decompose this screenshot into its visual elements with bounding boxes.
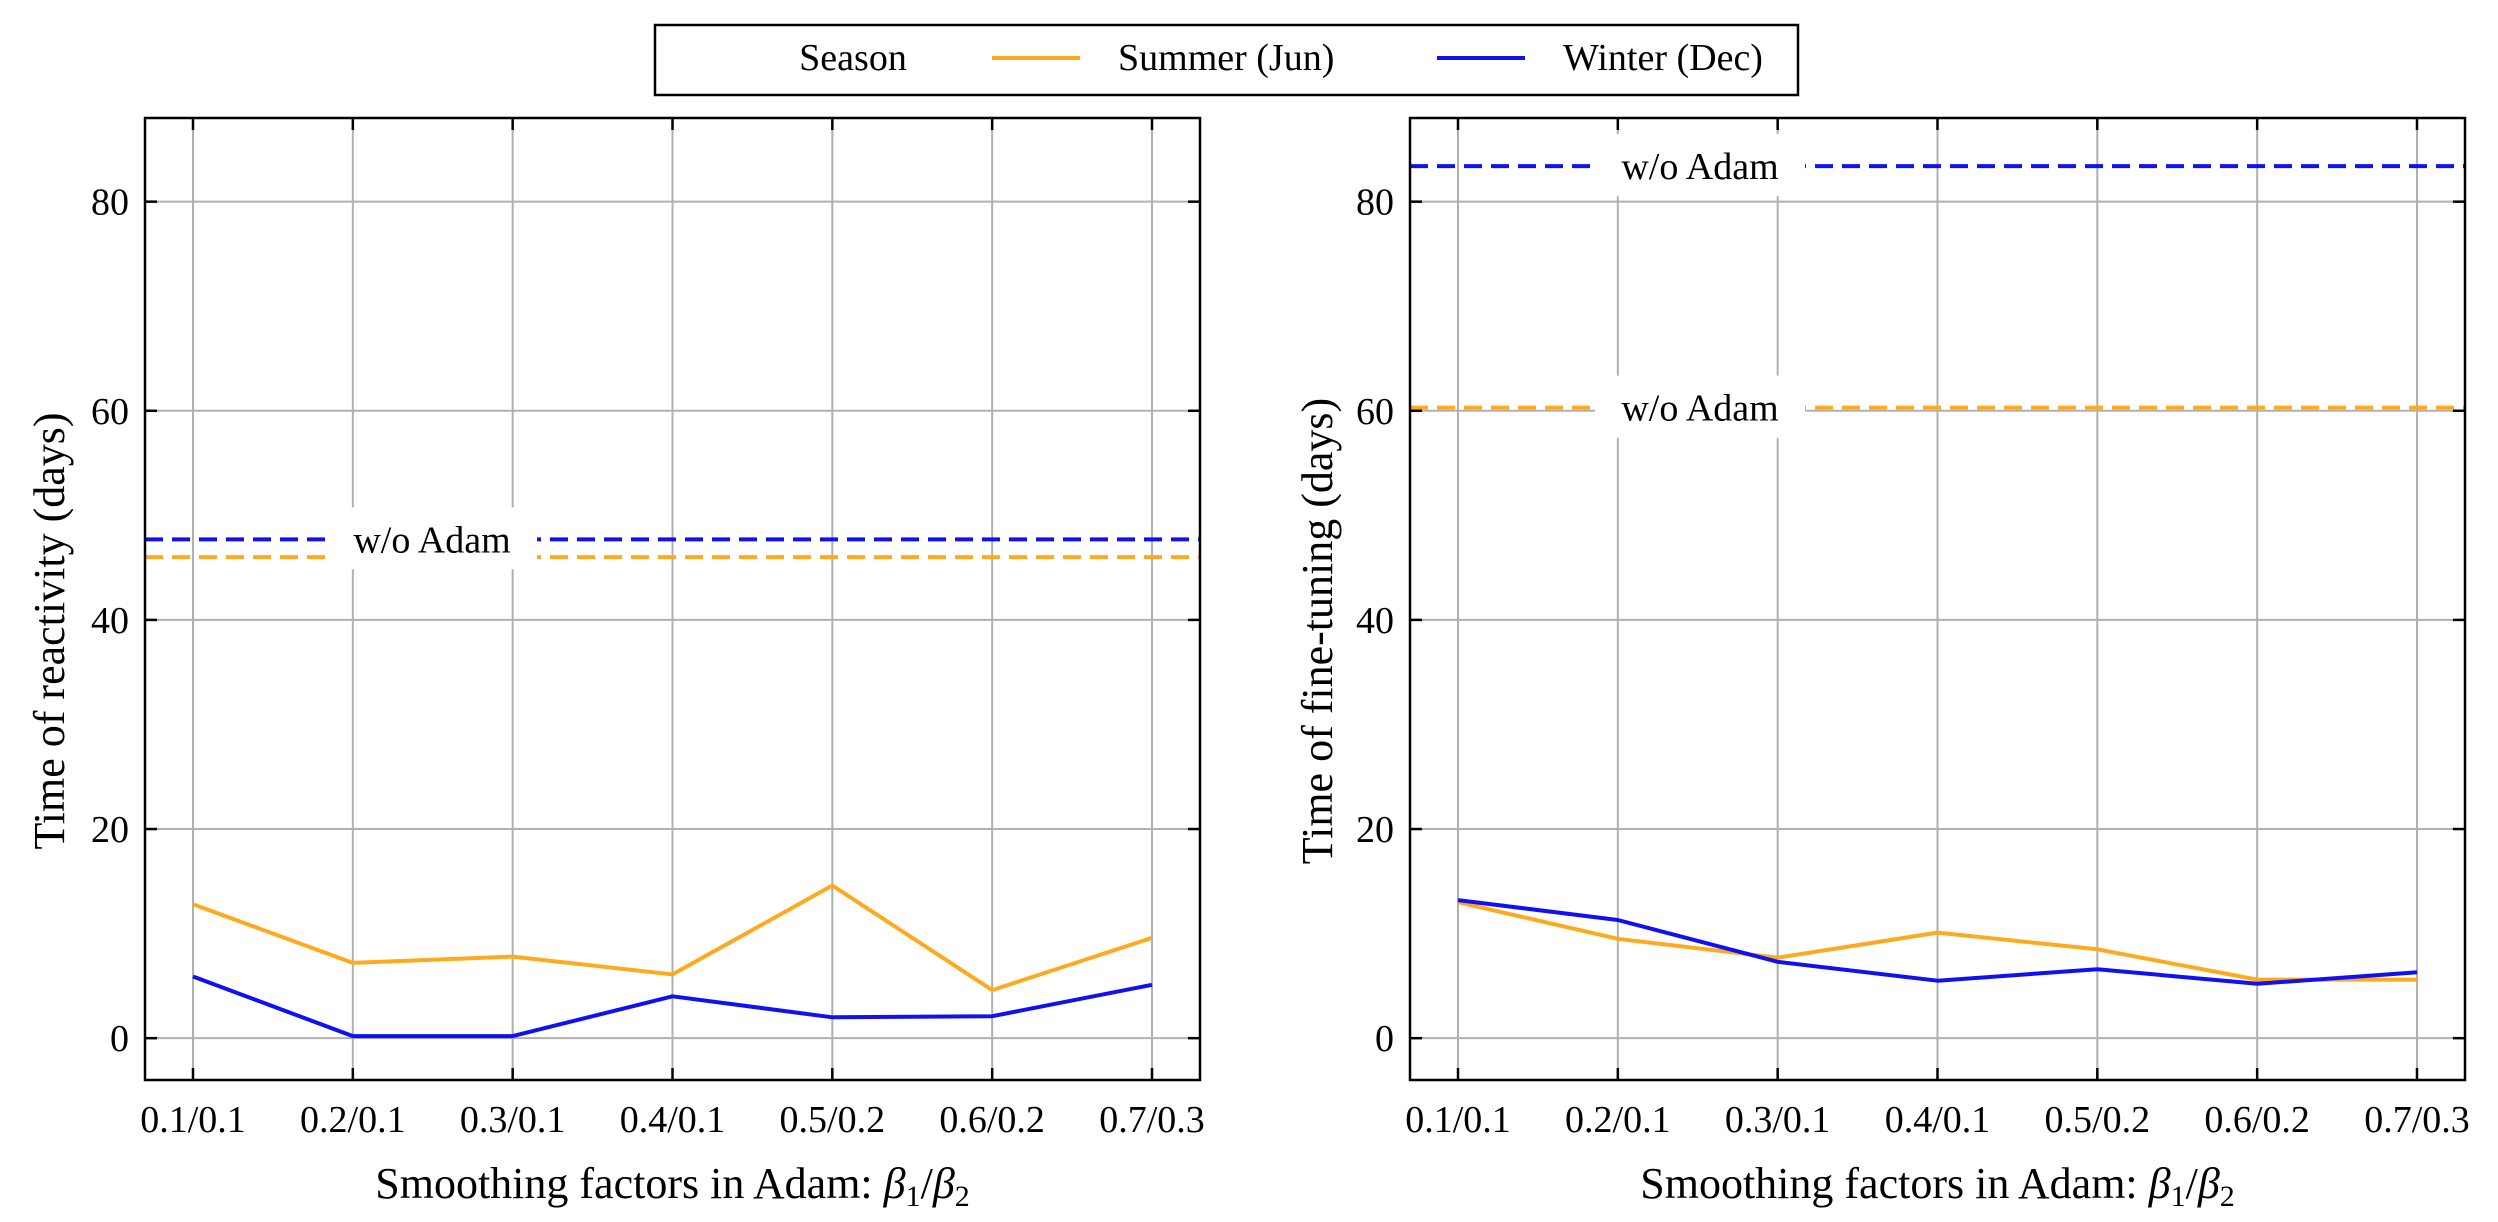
x-tick-label: 0.1/0.1 xyxy=(140,1099,246,1141)
axis-ticks xyxy=(145,118,1200,1080)
annotation-label: w/o Adam xyxy=(1621,146,1778,188)
beta-slash: / xyxy=(2186,1159,2199,1208)
y-tick-label: 20 xyxy=(91,809,129,851)
legend-label-summer: Summer (Jun) xyxy=(1118,37,1334,79)
gridlines xyxy=(1410,118,2465,1080)
y-tick-label: 40 xyxy=(91,600,129,642)
beta-1-subscript: 1 xyxy=(2171,1180,2186,1213)
annotation-box xyxy=(327,507,537,570)
beta-2-subscript: 2 xyxy=(955,1180,970,1213)
y-tick-label: 40 xyxy=(1356,600,1394,642)
beta-2-subscript: 2 xyxy=(2220,1180,2235,1213)
beta-1-symbol: β xyxy=(883,1159,906,1208)
y-tick-labels: 0 20 40 60 80 xyxy=(91,182,129,1061)
x-tick-label: 0.6/0.2 xyxy=(939,1099,1045,1141)
y-tick-label: 20 xyxy=(1356,809,1394,851)
annotation-box xyxy=(1595,375,1805,438)
x-tick-label: 0.2/0.1 xyxy=(1565,1099,1671,1141)
beta-1-subscript: 1 xyxy=(906,1180,921,1213)
x-axis-title-text: Smoothing factors in Adam: xyxy=(1640,1159,2148,1208)
x-tick-label: 0.5/0.2 xyxy=(2045,1099,2151,1141)
y-tick-label: 60 xyxy=(91,391,129,433)
y-tick-label: 0 xyxy=(1375,1018,1394,1060)
legend-title: Season xyxy=(799,37,907,79)
y-tick-labels: 0 20 40 60 80 xyxy=(1356,182,1394,1061)
annotation-label: w/o Adam xyxy=(1621,388,1778,430)
legend-label-winter: Winter (Dec) xyxy=(1563,37,1763,79)
legend: Season Summer (Jun) Winter (Dec) xyxy=(653,23,1800,97)
x-tick-label: 0.4/0.1 xyxy=(1885,1099,1991,1141)
x-axis-title: Smoothing factors in Adam: β1/β2 xyxy=(375,1159,969,1213)
reference-lines xyxy=(1410,164,2465,410)
y-tick-label: 60 xyxy=(1356,391,1394,433)
data-series xyxy=(1457,898,2418,986)
x-tick-label: 0.4/0.1 xyxy=(620,1099,726,1141)
x-tick-labels: 0.1/0.1 0.2/0.1 0.3/0.1 0.4/0.1 0.5/0.2 0.6/0… xyxy=(140,1099,1205,1141)
x-tick-label: 0.3/0.1 xyxy=(1725,1099,1831,1141)
annotation-label: w/o Adam xyxy=(353,519,510,561)
annotation-box xyxy=(1595,134,1805,197)
x-tick-label: 0.5/0.2 xyxy=(780,1099,886,1141)
x-axis-title-text: Smoothing factors in Adam: xyxy=(375,1159,883,1208)
x-tick-label: 0.3/0.1 xyxy=(460,1099,566,1141)
x-tick-label: 0.1/0.1 xyxy=(1405,1099,1511,1141)
data-series xyxy=(192,883,1153,1039)
x-tick-label: 0.6/0.2 xyxy=(2204,1099,2310,1141)
y-tick-label: 0 xyxy=(110,1018,129,1060)
y-tick-label: 80 xyxy=(1356,182,1394,224)
x-axis-title: Smoothing factors in Adam: β1/β2 xyxy=(1640,1159,2234,1213)
gridlines xyxy=(145,118,1200,1080)
beta-2-symbol: β xyxy=(2197,1159,2220,1208)
annotations: w/o Adam xyxy=(327,507,537,570)
y-tick-label: 80 xyxy=(91,182,129,224)
chart-reactivity: w/o Adam 0 20 40 60 80 0.1/0.1 0.2/0.1 0.3/0.1… xyxy=(25,116,1205,1213)
y-axis-title: Time of reactivity (days) xyxy=(25,412,74,849)
y-axis-title: Time of fine-tuning (days) xyxy=(1293,398,1342,864)
x-tick-labels: 0.1/0.1 0.2/0.1 0.3/0.1 0.4/0.1 0.5/0.2 0.6/0… xyxy=(1405,1099,2470,1141)
reference-lines xyxy=(145,537,1200,560)
x-tick-label: 0.7/0.3 xyxy=(2364,1099,2470,1141)
beta-1-symbol: β xyxy=(2148,1159,2171,1208)
legend-frame xyxy=(653,23,1800,97)
x-tick-label: 0.2/0.1 xyxy=(300,1099,406,1141)
chart-fine-tuning: w/o Adam w/o Adam 0 20 40 60 80 0.1/0.1 0.2/0.… xyxy=(1293,116,2470,1213)
beta-2-symbol: β xyxy=(932,1159,955,1208)
annotations: w/o Adam w/o Adam xyxy=(1595,134,1805,438)
axis-ticks xyxy=(1410,118,2465,1080)
x-tick-label: 0.7/0.3 xyxy=(1099,1099,1205,1141)
beta-slash: / xyxy=(921,1159,934,1208)
